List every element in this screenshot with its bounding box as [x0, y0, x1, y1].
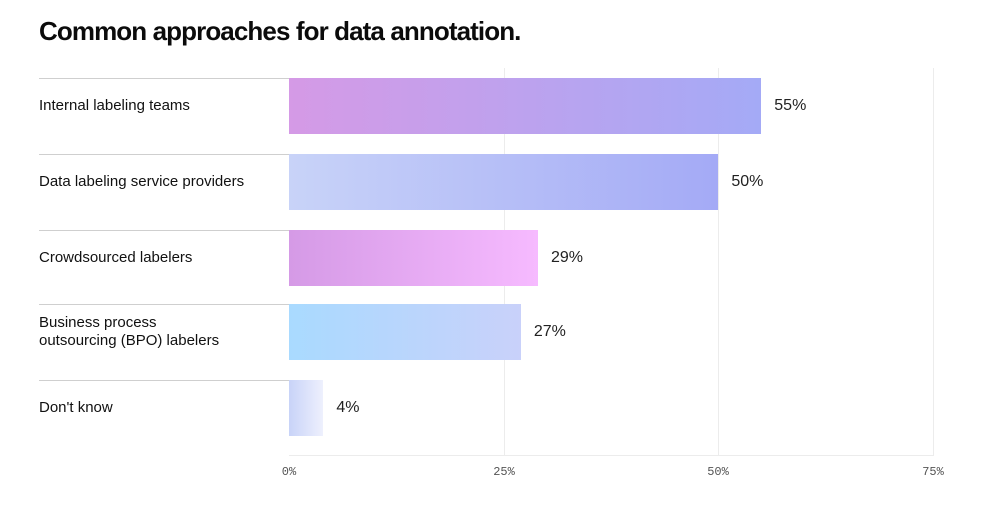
bar-value-label: 55%: [774, 97, 807, 114]
chart-title: Common approaches for data annotation.: [39, 16, 521, 46]
gridline: [933, 68, 934, 456]
bar[interactable]: [289, 304, 521, 360]
x-tick-label: 25%: [493, 465, 515, 479]
row-divider: [39, 230, 289, 231]
bar-value-label: 29%: [551, 249, 584, 266]
gridline: [718, 68, 719, 456]
x-axis-line: [289, 455, 933, 456]
bar[interactable]: [289, 230, 538, 286]
category-label: Internal labeling teams: [39, 97, 190, 114]
category-label: Business process outsourcing (BPO) label…: [39, 314, 220, 349]
bar[interactable]: [289, 78, 762, 134]
category-label: Data labeling service providers: [39, 173, 245, 190]
x-tick-label: 0%: [281, 465, 297, 479]
bar-value-label: 50%: [731, 173, 764, 190]
category-label: Crowdsourced labelers: [39, 249, 193, 266]
x-tick-label: 75%: [922, 465, 944, 479]
row-divider: [39, 304, 289, 305]
bar[interactable]: [289, 380, 324, 436]
row-divider: [39, 154, 289, 155]
bar-value-label: 4%: [336, 399, 360, 416]
x-tick-label: 50%: [707, 465, 729, 479]
bar-value-label: 27%: [533, 323, 566, 340]
row-divider: [39, 78, 289, 79]
category-label: Don't know: [39, 399, 113, 416]
bar[interactable]: [289, 154, 719, 210]
row-divider: [39, 380, 289, 381]
